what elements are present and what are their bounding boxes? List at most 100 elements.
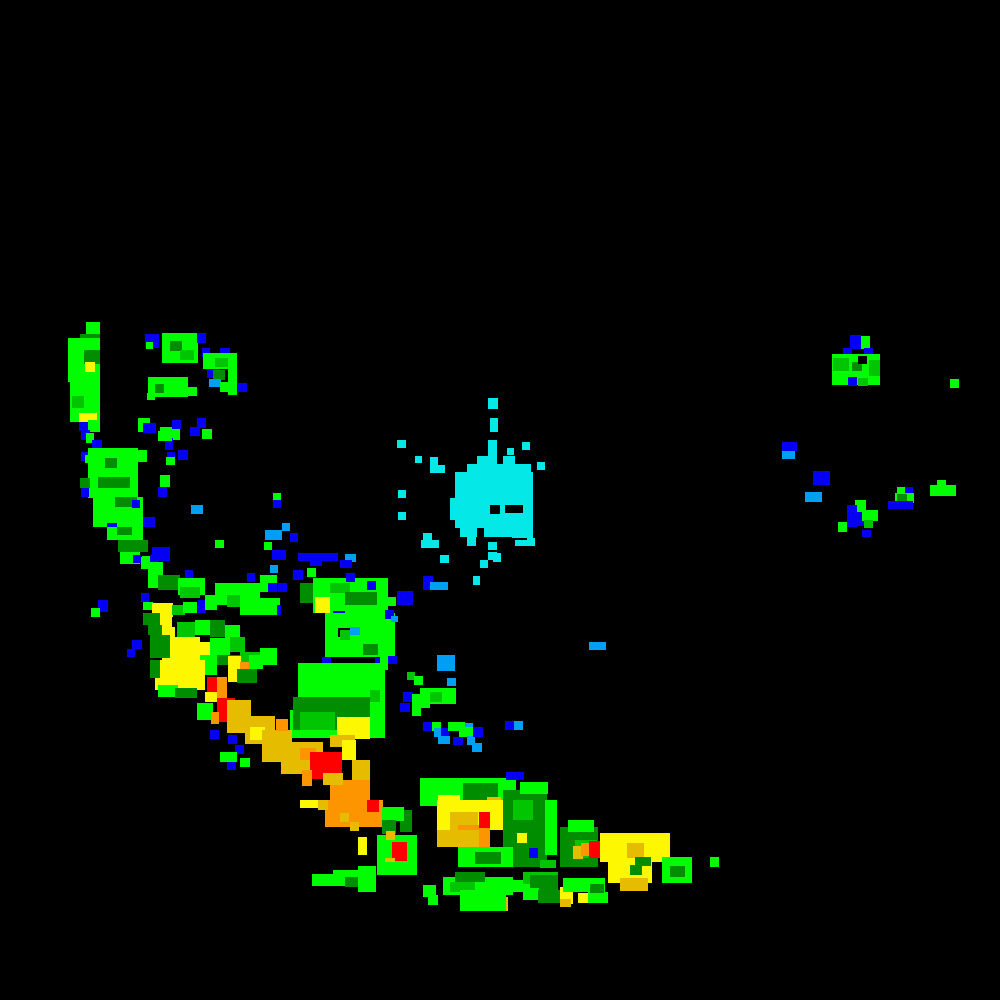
- radar-cell-blue: [388, 656, 397, 664]
- radar-cell-blue: [310, 556, 322, 566]
- radar-cell-blue: [228, 735, 237, 744]
- radar-cell-yellow: [337, 717, 370, 739]
- radar-cell-bright-green: [862, 510, 878, 521]
- radar-cell-gold: [573, 846, 583, 859]
- radar-cell-bright-green: [588, 892, 608, 903]
- radar-cell-medium-green: [215, 358, 229, 367]
- radar-cell-medium-green: [864, 520, 873, 528]
- radar-cell-light-blue: [430, 582, 448, 590]
- radar-cell-blue: [165, 438, 173, 450]
- radar-cell-cyan: [507, 448, 514, 455]
- radar-cell-medium-green: [330, 583, 350, 593]
- radar-cell-blue: [423, 722, 432, 731]
- radar-cell-blue: [848, 377, 857, 386]
- radar-cell-cyan: [430, 542, 437, 548]
- radar-cell-blue: [400, 703, 410, 712]
- radar-cell-blue: [847, 505, 857, 527]
- radar-cell-gold: [437, 830, 479, 847]
- radar-cell-blue: [143, 423, 156, 433]
- radar-cell-dark-green: [158, 575, 180, 590]
- radar-cell-dark-green: [363, 644, 378, 655]
- radar-cell-cyan: [430, 457, 438, 473]
- radar-cell-yellow: [170, 637, 200, 658]
- radar-cell-yellow: [517, 833, 527, 843]
- radar-cell-gold: [620, 878, 648, 891]
- radar-cell-orange: [217, 677, 227, 700]
- radar-cell-bright-green: [838, 522, 847, 532]
- radar-cell-dark-green: [148, 625, 162, 635]
- radar-cell-blue: [293, 570, 303, 580]
- radar-cell-bright-green: [160, 475, 170, 487]
- radar-cell-dark-green: [210, 620, 225, 637]
- radar-cell-blue: [506, 772, 524, 780]
- radar-cell-bright-green: [950, 379, 959, 388]
- radar-cell-bright-green: [205, 665, 217, 675]
- radar-cell-cyan: [521, 464, 531, 473]
- radar-cell-light-blue: [265, 530, 282, 540]
- radar-cell-blue: [79, 422, 88, 431]
- radar-cell-dark-green: [530, 875, 558, 891]
- radar-cell-gold: [340, 813, 349, 822]
- radar-cell-bright-green: [143, 602, 153, 610]
- radar-cell-blue: [397, 591, 413, 605]
- radar-cell-blue: [132, 640, 142, 649]
- radar-cell-blue: [81, 430, 90, 440]
- radar-cell-bright-green: [380, 610, 388, 670]
- radar-cell-cyan: [467, 537, 476, 546]
- radar-cell-bright-green: [215, 540, 224, 548]
- radar-cell-bright-green: [377, 862, 410, 874]
- radar-cell-dark-green: [117, 527, 132, 535]
- radar-cell-blue: [864, 348, 873, 357]
- radar-cell-light-blue: [437, 655, 455, 671]
- radar-cell-black-hole: [505, 505, 523, 513]
- radar-cell-light-blue: [282, 523, 290, 531]
- radar-cell-cyan: [503, 456, 515, 465]
- radar-cell-blue: [367, 581, 376, 590]
- radar-cell-cyan: [493, 553, 501, 562]
- radar-cell-blue: [272, 550, 286, 560]
- radar-cell-blue: [862, 530, 871, 537]
- radar-cell-bright-green: [88, 448, 138, 498]
- radar-cell-yellow: [85, 362, 95, 372]
- radar-cell-dark-green: [630, 865, 642, 875]
- radar-cell-medium-green: [833, 358, 849, 371]
- radar-cell-bright-green: [307, 568, 316, 577]
- radar-cell-light-blue: [438, 736, 450, 744]
- radar-cell-blue: [150, 555, 158, 562]
- radar-cell-bright-green: [414, 676, 423, 685]
- radar-cell-medium-green: [227, 595, 240, 607]
- radar-cell-bright-green: [225, 625, 240, 638]
- radar-cell-bright-green: [183, 602, 197, 613]
- radar-cell-bright-green: [861, 336, 870, 349]
- radar-cell-yellow: [342, 740, 356, 760]
- radar-cell-bright-green: [523, 888, 539, 900]
- radar-cell-yellow: [205, 692, 217, 702]
- radar-cell-blue: [322, 657, 331, 667]
- radar-cell-dark-green: [150, 660, 160, 678]
- radar-cell-cyan: [480, 560, 488, 568]
- radar-cell-light-blue: [345, 554, 356, 562]
- radar-cell-yellow: [200, 642, 210, 655]
- radar-cell-blue: [888, 501, 913, 509]
- radar-cell-dark-green: [897, 494, 907, 502]
- radar-cell-medium-green: [180, 350, 194, 360]
- radar-cell-blue: [127, 649, 135, 657]
- radar-cell-medium-green: [300, 712, 335, 730]
- radar-cell-bright-green: [146, 342, 153, 349]
- radar-cell-bright-green: [382, 807, 404, 821]
- radar-cell-blue: [782, 442, 797, 451]
- radar-cell-blue: [850, 335, 862, 349]
- radar-cell-bright-green: [568, 820, 594, 832]
- radar-cell-orange: [581, 843, 590, 856]
- radar-cell-dark-green: [345, 877, 361, 887]
- radar-cell-dark-green: [590, 884, 604, 893]
- radar-cell-medium-green: [340, 630, 350, 640]
- radar-cell-bright-green: [91, 608, 100, 617]
- radar-cell-bright-green: [202, 429, 212, 439]
- radar-cell-cyan: [527, 538, 535, 546]
- radar-cell-bright-green: [158, 431, 172, 441]
- radar-cell-blue: [190, 427, 200, 436]
- radar-cell-light-blue: [447, 678, 456, 686]
- radar-cell-blue: [198, 600, 206, 613]
